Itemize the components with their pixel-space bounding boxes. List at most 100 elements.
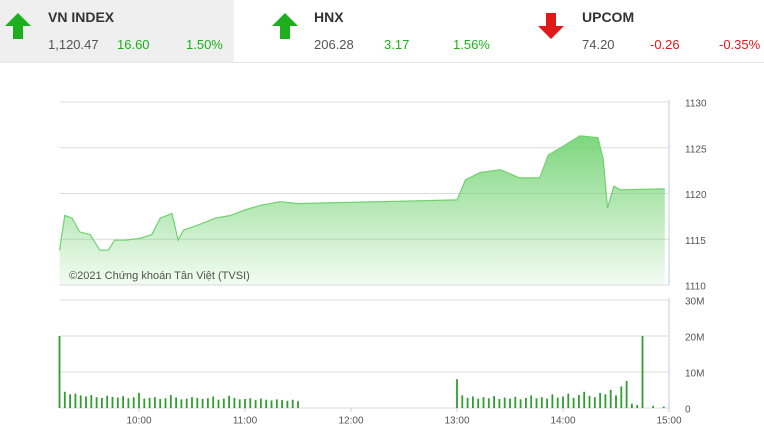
volume-bar — [519, 399, 522, 408]
index-tile: VN INDEX 1,120.47 16.60 1.50% — [0, 0, 234, 62]
volume-bar — [466, 397, 469, 408]
volume-bar — [297, 401, 299, 408]
volume-bar — [593, 397, 596, 408]
index-change-pct: 1.50% — [186, 37, 223, 52]
volume-bar — [472, 396, 474, 408]
volume-bar — [254, 400, 257, 408]
volume-bar — [604, 394, 607, 408]
volume-bar — [509, 398, 511, 408]
y-tick-label: 20M — [685, 333, 704, 344]
volume-bar — [111, 396, 114, 408]
volume-bar — [69, 394, 71, 408]
volume-bar — [63, 391, 66, 408]
volume-bar — [79, 395, 82, 408]
volume-bar — [609, 390, 612, 408]
volume-bar — [514, 396, 517, 408]
index-value: 74.20 — [582, 37, 615, 52]
volume-bar — [85, 396, 87, 408]
volume-bar — [583, 391, 586, 408]
x-tick-label: 14:00 — [550, 416, 575, 427]
volume-bar — [578, 395, 580, 408]
index-name: UPCOM — [582, 9, 635, 25]
volume-bar — [615, 395, 617, 408]
volume-bar — [662, 406, 665, 408]
volume-bar — [185, 398, 188, 408]
volume-bar — [212, 396, 215, 408]
index-value: 206.28 — [314, 37, 354, 52]
volume-bar — [620, 386, 623, 408]
index-change: -0.26 — [650, 37, 680, 52]
volume-bar — [143, 398, 146, 408]
volume-bar — [636, 405, 639, 408]
index-tile: UPCOM 74.20 -0.26 -0.35% — [500, 0, 764, 62]
volume-bar — [551, 394, 554, 408]
volume-bar — [106, 395, 109, 408]
volume-bar — [260, 398, 262, 408]
volume-bar — [456, 379, 458, 408]
index-change-pct: 1.56% — [453, 37, 490, 52]
volume-bar — [482, 397, 485, 408]
index-name: HNX — [314, 9, 344, 25]
volume-bar — [154, 397, 156, 408]
x-tick-label: 11:00 — [233, 416, 258, 427]
volume-bar — [175, 397, 177, 408]
volume-bar — [631, 403, 633, 408]
volume-bar — [625, 381, 628, 408]
volume-bar — [191, 397, 193, 408]
up-arrow — [5, 13, 31, 39]
volume-bar — [249, 398, 252, 408]
volume-bar — [95, 397, 98, 408]
y-tick-label: 1115 — [685, 236, 706, 247]
volume-bar — [74, 393, 77, 408]
volume-bar — [180, 399, 183, 408]
volume-bar — [222, 398, 225, 408]
volume-bar — [138, 392, 140, 408]
index-change: 16.60 — [117, 37, 150, 52]
volume-bar — [148, 397, 151, 408]
x-tick-label: 15:00 — [656, 416, 681, 427]
volume-bar — [90, 395, 93, 408]
volume-bar — [196, 397, 199, 408]
volume-bar — [498, 399, 501, 408]
volume-bar — [122, 396, 124, 408]
up-arrow — [272, 13, 298, 39]
volume-bar — [588, 395, 591, 408]
y-tick-label: 1110 — [685, 282, 706, 293]
volume-bar — [265, 399, 268, 408]
price-line — [58, 135, 665, 251]
x-tick-label: 13:00 — [444, 416, 469, 427]
volume-bar — [291, 399, 294, 408]
volume-bar — [641, 336, 644, 408]
volume-bar — [164, 398, 167, 408]
volume-bar — [530, 395, 533, 408]
volume-bar — [477, 398, 480, 408]
volume-bar — [599, 392, 601, 408]
volume-bar — [546, 398, 548, 408]
y-tick-label: 30M — [685, 297, 704, 308]
volume-bar — [562, 396, 564, 408]
x-tick-label: 12:00 — [338, 416, 363, 427]
volume-bar — [652, 405, 654, 408]
volume-bar — [207, 398, 209, 408]
volume-bar — [169, 395, 172, 408]
y-tick-label: 1130 — [685, 99, 707, 110]
volume-bar — [461, 395, 464, 408]
index-value: 1,120.47 — [48, 37, 99, 52]
volume-bar — [281, 400, 283, 408]
volume-bar — [525, 397, 527, 408]
index-change: 3.17 — [384, 37, 410, 52]
volume-bar — [233, 397, 236, 408]
volume-bar — [487, 398, 490, 408]
y-tick-label: 0 — [685, 405, 691, 416]
volume-bar — [101, 397, 103, 408]
volume-bar — [238, 399, 241, 408]
volume-bar — [567, 393, 570, 408]
volume-bar — [132, 397, 135, 408]
index-name: VN INDEX — [48, 9, 115, 25]
volume-bar — [535, 398, 538, 408]
index-tile: HNX 206.28 3.17 1.56% — [234, 0, 500, 62]
volume-bar — [275, 399, 278, 408]
volume-bar — [503, 397, 506, 408]
volume-bar — [159, 399, 162, 408]
